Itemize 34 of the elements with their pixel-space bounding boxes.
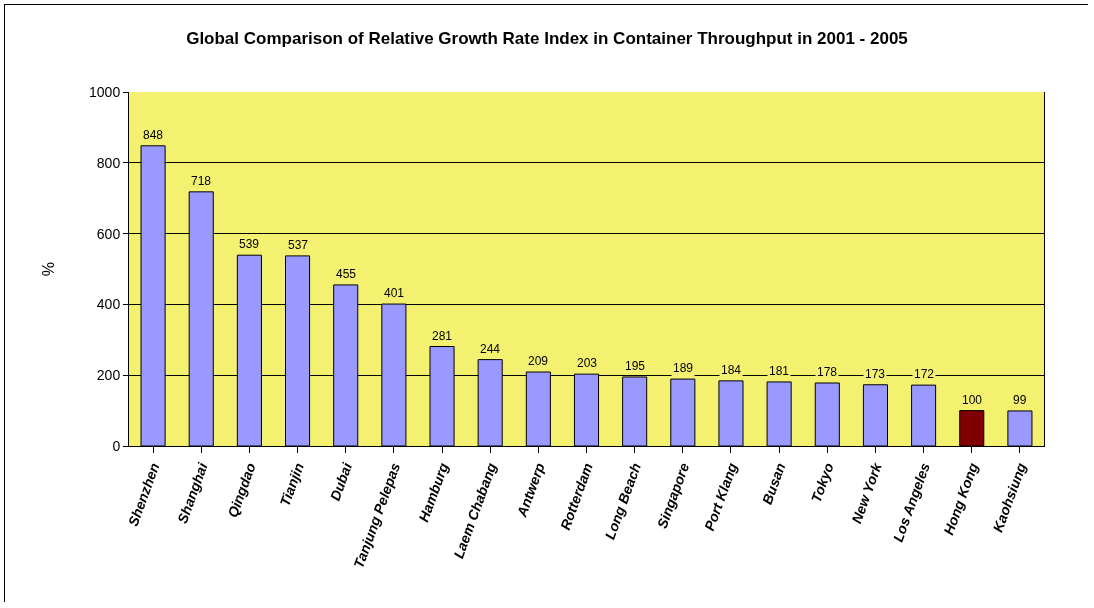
y-tick-label: 600 xyxy=(96,225,121,242)
data-label: 281 xyxy=(432,329,453,343)
data-label: 178 xyxy=(817,365,838,379)
data-label: 209 xyxy=(528,354,549,368)
data-label: 172 xyxy=(914,367,935,381)
data-label: 537 xyxy=(288,238,309,252)
y-tick-label: 800 xyxy=(96,154,121,171)
data-label: 100 xyxy=(962,393,983,407)
data-label: 184 xyxy=(721,363,742,377)
x-tick-label: Hong Kong xyxy=(940,460,982,538)
data-label: 99 xyxy=(1013,393,1027,407)
x-tick-label: New York xyxy=(848,459,886,526)
y-tick-label: 200 xyxy=(96,367,121,384)
data-label: 244 xyxy=(480,342,501,356)
y-tick-label: 1000 xyxy=(89,83,121,100)
data-label: 203 xyxy=(577,356,598,370)
x-tick-label: Long Beach xyxy=(601,460,645,542)
data-label: 455 xyxy=(336,267,357,281)
data-label: 848 xyxy=(143,128,164,142)
data-label: 539 xyxy=(239,237,260,251)
data-label: 173 xyxy=(865,367,886,381)
data-label: 195 xyxy=(625,359,646,373)
x-tick-label: Port Klang xyxy=(701,460,741,533)
data-label: 718 xyxy=(191,174,212,188)
chart-title: Global Comparison of Relative Growth Rate Index in Container Throughput in 2001 - 2005 xyxy=(186,28,908,48)
x-tick-label: Busan xyxy=(758,460,789,507)
y-tick-label: 400 xyxy=(96,296,121,313)
x-tick-label: Tokyo xyxy=(807,460,837,505)
data-label: 181 xyxy=(769,364,790,378)
x-tick-label: Dubai xyxy=(326,459,356,503)
y-axis-title: % xyxy=(39,261,57,277)
y-tick-label: 0 xyxy=(112,437,121,454)
data-label: 189 xyxy=(673,361,694,375)
data-label: 401 xyxy=(384,286,405,300)
